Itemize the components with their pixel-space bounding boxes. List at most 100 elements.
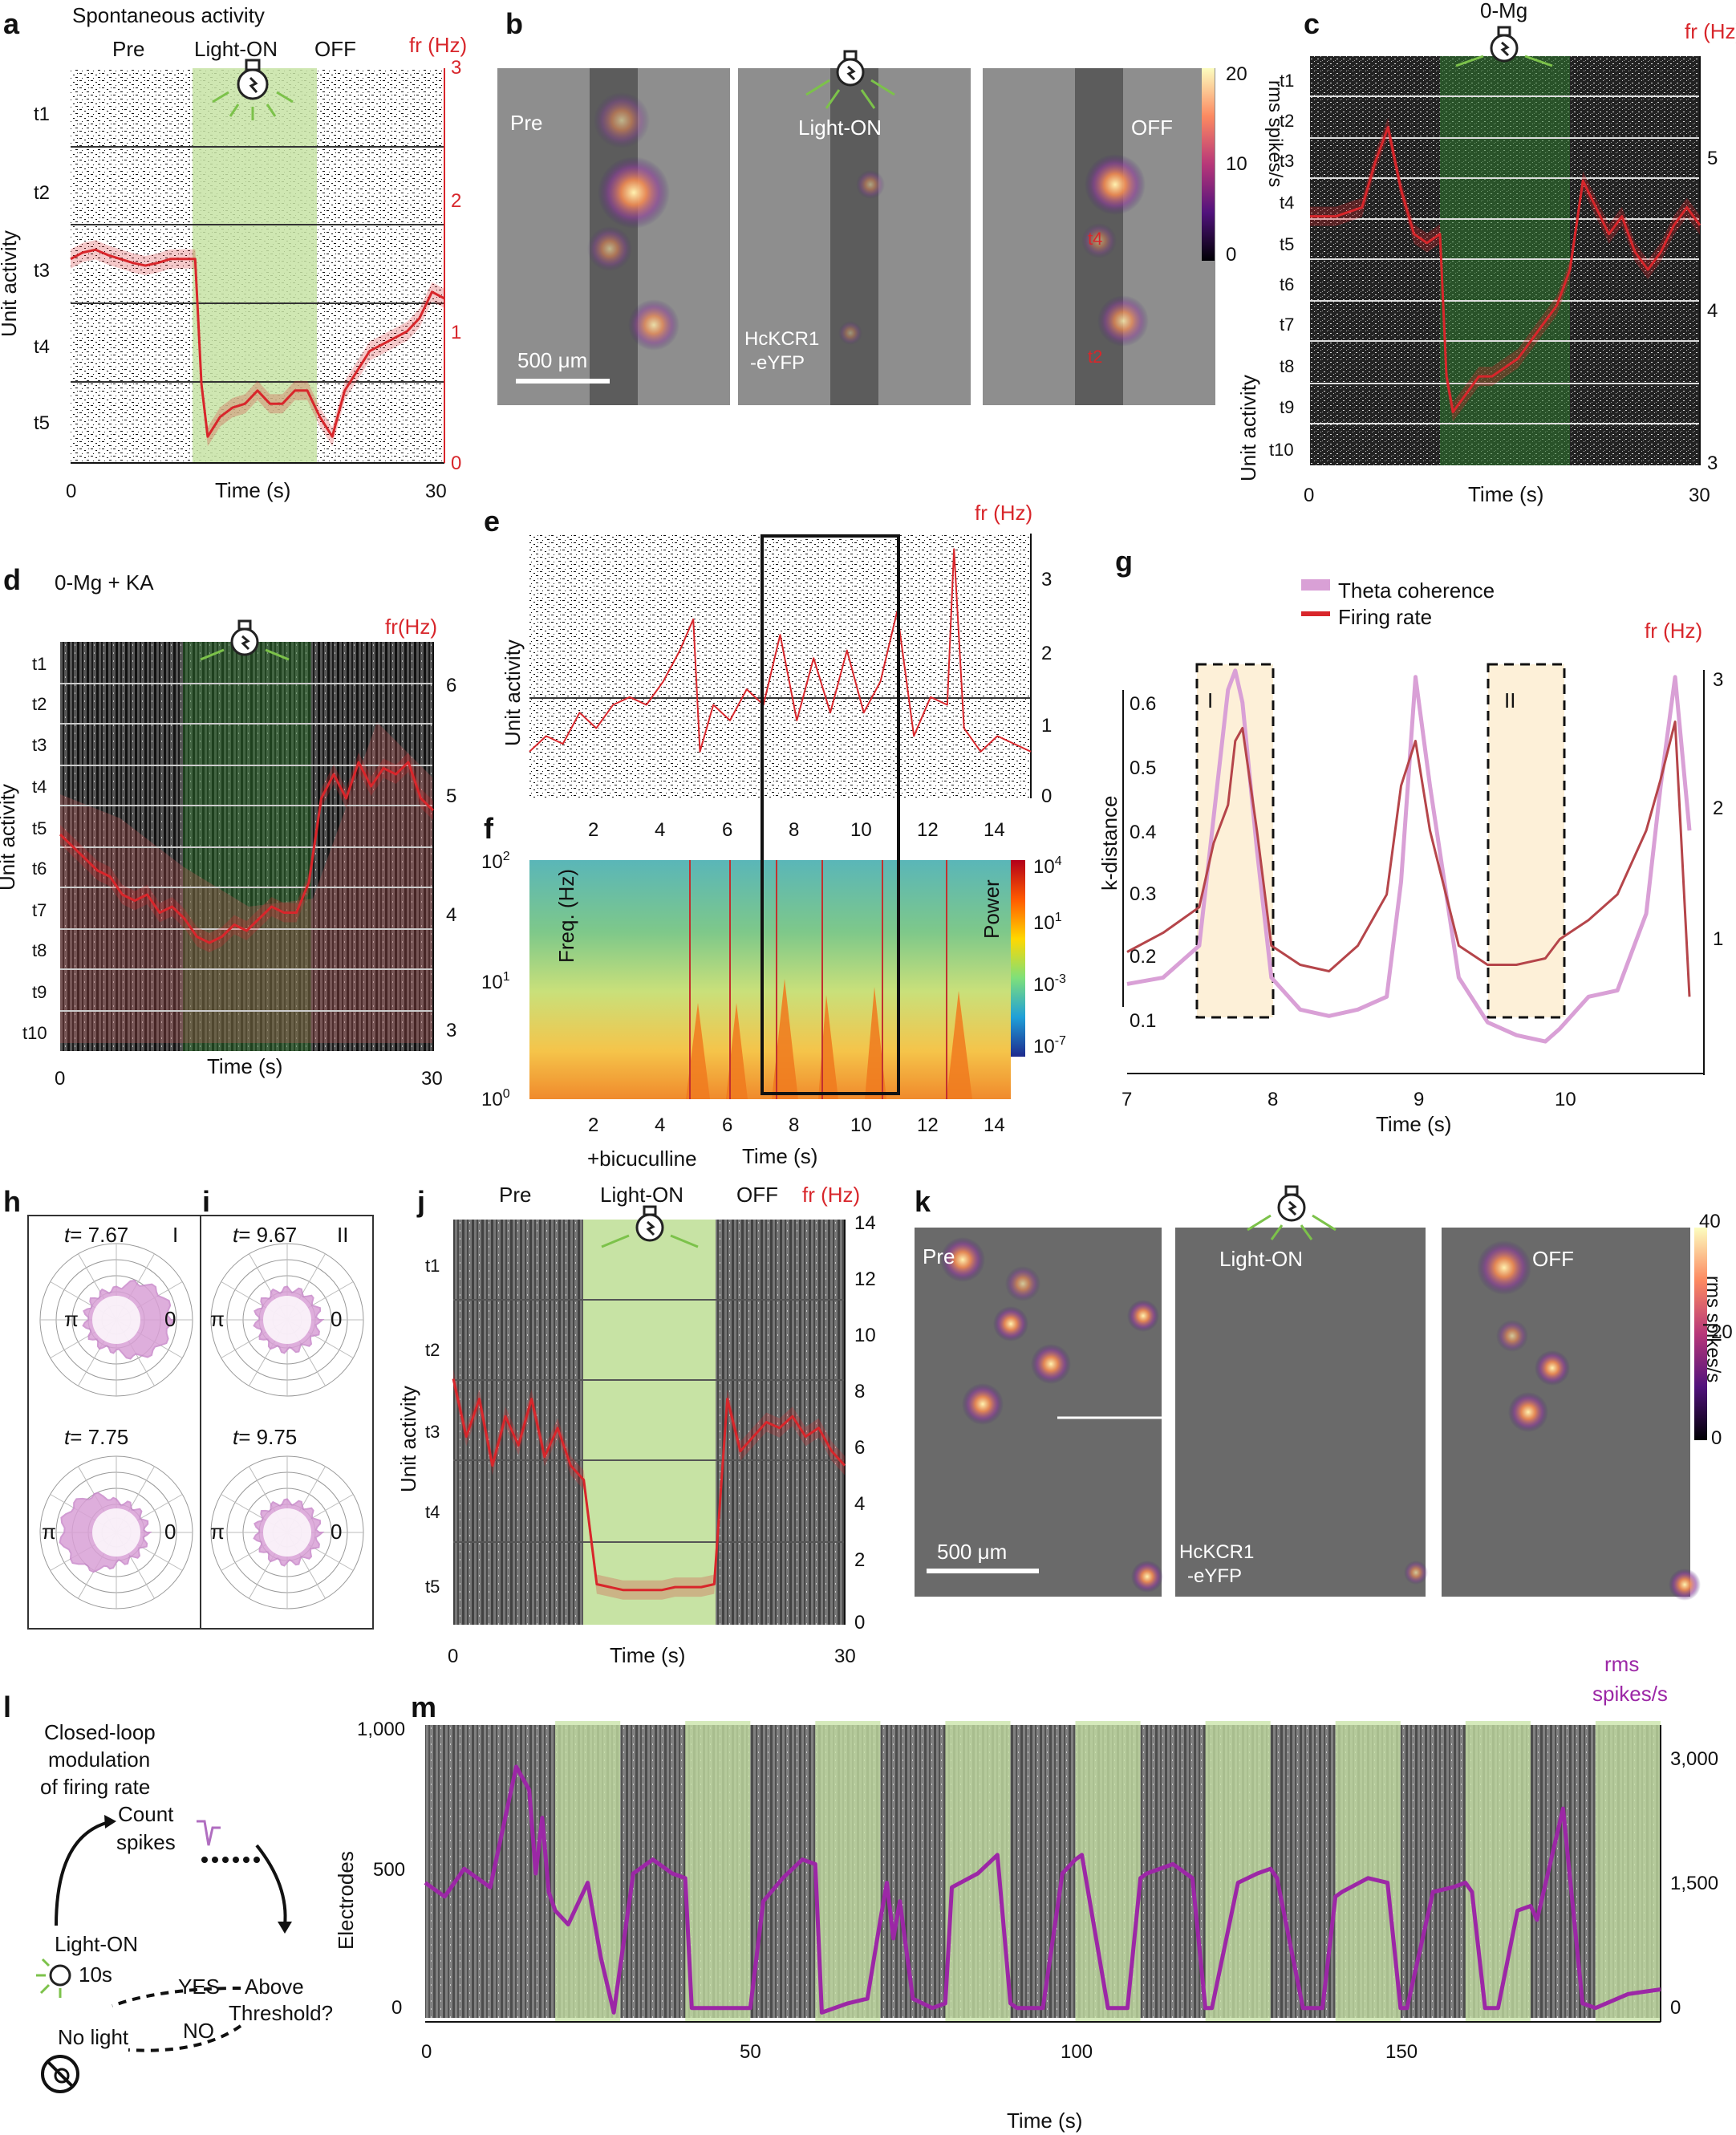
panel-c-ytick-4: 4 xyxy=(1707,300,1718,322)
panel-c-row-t5: t5 xyxy=(1280,234,1294,254)
panel-e-xtick-8: 8 xyxy=(789,819,799,841)
panel-e-raster xyxy=(529,534,1031,798)
panel-e-ytick-2: 2 xyxy=(1041,643,1052,664)
panel-b-label-off: OFF xyxy=(1131,116,1173,140)
svg-text:101: 101 xyxy=(1033,911,1062,934)
panel-m-xtick-0: 0 xyxy=(421,2041,432,2063)
panel-k-construct-2: -eYFP xyxy=(1187,1565,1242,1587)
panel-g-chart-layer xyxy=(1126,668,1692,1044)
panel-letter-c: c xyxy=(1304,7,1320,40)
panel-ef-highlight-box xyxy=(761,534,900,1095)
panel-i-t-italic: t xyxy=(233,1223,240,1247)
panel-d-ytick-4: 4 xyxy=(446,904,456,926)
spike-waveform-icon xyxy=(197,1820,221,1846)
svg-text:101: 101 xyxy=(481,970,510,993)
panel-e-chart-layer xyxy=(529,548,1032,753)
panel-letter-a: a xyxy=(3,7,20,40)
panel-j-fr-label: fr (Hz) xyxy=(802,1183,860,1207)
panel-e-ytick-0: 0 xyxy=(1041,785,1052,807)
panel-e-xtick-4: 4 xyxy=(655,819,665,841)
panel-f-cb-tick-1e-7: 10 xyxy=(1033,1036,1055,1057)
panel-d-row-t9: t9 xyxy=(32,982,47,1002)
panel-b-mark-t2: t2 xyxy=(1088,347,1102,367)
panel-k-activity-blobs xyxy=(940,1237,1701,1601)
panel-m-light-on-interval-2 xyxy=(685,1721,751,2022)
panel-b-construct-1: HcKCR1 xyxy=(744,328,819,350)
panel-j-ytick-6: 6 xyxy=(854,1437,865,1459)
panel-f-xtick-14: 14 xyxy=(984,1114,1005,1136)
panel-f-ytick-1e0: 10 xyxy=(481,1089,503,1110)
panel-g-box-I-label: I xyxy=(1207,688,1213,712)
panel-a-chart-layer xyxy=(70,240,445,447)
panel-a: a Spontaneous activity Pre Light-ON OFF … xyxy=(0,3,467,502)
panel-f-ytick-1e2: 10 xyxy=(481,851,503,873)
panel-d-row-t1: t1 xyxy=(32,654,47,674)
panel-a-phase-light-on: Light-ON xyxy=(194,37,278,61)
panel-f-xtick-6: 6 xyxy=(722,1114,732,1136)
panel-m-rtick-0: 0 xyxy=(1670,1997,1681,2019)
panel-c-row-t8: t8 xyxy=(1280,356,1294,376)
panel-hi: h i t= 7.67 I t= 7.75 t= 9.67 II t= 9.75… xyxy=(3,1185,374,1630)
panel-f-xtick-4: 4 xyxy=(655,1114,665,1136)
light-bulb-icon xyxy=(1247,1185,1336,1240)
panel-l-count-2: spikes xyxy=(116,1830,176,1854)
panel-c-row-dividers xyxy=(1310,95,1700,424)
panel-letter-i: i xyxy=(202,1185,210,1218)
panel-c-title: 0-Mg xyxy=(1480,0,1527,22)
panel-a-firing-rate-line xyxy=(70,248,445,438)
panel-f-xtick-12: 12 xyxy=(917,1114,939,1136)
panel-e: e fr (Hz) Unit activity 3 2 1 0 2 4 6 8 … xyxy=(484,501,1052,841)
panel-i-polar-top xyxy=(210,1243,364,1397)
panel-a-light-on-shading xyxy=(193,68,317,463)
panel-l-light-on: Light-ON xyxy=(55,1932,138,1956)
panel-i-pi-top: π xyxy=(210,1307,225,1331)
panel-c-row-t1: t1 xyxy=(1280,71,1294,91)
panel-b-scale-label: 500 μm xyxy=(517,348,587,372)
panel-m-light-on-interval-1 xyxy=(555,1721,621,2022)
panel-g-ytick-06: 0.6 xyxy=(1130,693,1156,715)
panel-m-ytick-1000: 1,000 xyxy=(357,1719,405,1740)
loop-arrow-up xyxy=(55,1820,113,1926)
panel-a-title: Spontaneous activity xyxy=(72,3,265,27)
panel-d-row-t7: t7 xyxy=(32,900,47,920)
panel-l-yes: YES xyxy=(178,1975,220,1999)
panel-e-fr-label: fr (Hz) xyxy=(975,501,1032,525)
panel-a-ytick-2: 2 xyxy=(451,190,461,212)
panel-c-firing-rate-line-error-band xyxy=(1310,117,1700,422)
panel-f-cb-tick-1e1: 10 xyxy=(1033,912,1055,934)
panel-a-ytick-1: 1 xyxy=(451,322,461,343)
panel-a-xtick-0: 0 xyxy=(66,481,76,502)
panel-f-cb-exp-1: 1 xyxy=(1055,911,1062,924)
panel-m-rms-line xyxy=(424,1764,1661,2015)
panel-g-box-II xyxy=(1487,663,1566,1019)
panel-l-no-light: No light xyxy=(58,2025,129,2049)
panel-f-xlabel: Time (s) xyxy=(742,1144,817,1168)
panel-g-xtick-7: 7 xyxy=(1122,1089,1132,1110)
panel-m-light-on-interval-9 xyxy=(1595,1721,1661,2022)
light-bulb-icon xyxy=(200,619,290,661)
panel-k-cb-label: rms spikes/s xyxy=(1702,1276,1724,1382)
panel-d-row-t2: t2 xyxy=(32,694,47,714)
light-bulb-icon xyxy=(212,59,294,120)
panel-i-pi-bot: π xyxy=(210,1520,225,1544)
panel-k-image-off xyxy=(1442,1228,1690,1597)
panel-g-legend-fr-swatch xyxy=(1301,611,1330,616)
panel-g-ytick-04: 0.4 xyxy=(1130,822,1156,843)
svg-text:t= 7.75: t= 7.75 xyxy=(64,1425,128,1449)
panel-j-phase-off: OFF xyxy=(736,1183,778,1207)
panel-l-title-2: modulation xyxy=(48,1747,150,1772)
panel-g-ytick-03: 0.3 xyxy=(1130,883,1156,905)
panel-d-ylabel: Unit activity xyxy=(0,784,19,891)
panel-m-xtick-150: 150 xyxy=(1385,2041,1418,2063)
panel-c-row-t3: t3 xyxy=(1280,151,1294,171)
panel-g-xtick-9: 9 xyxy=(1414,1089,1424,1110)
panel-j-xtick-30: 30 xyxy=(834,1646,856,1667)
svg-text:100: 100 xyxy=(481,1087,510,1110)
panel-c-row-t9: t9 xyxy=(1280,397,1294,417)
panel-g-xlabel: Time (s) xyxy=(1376,1112,1451,1136)
panel-d-fr-label: fr(Hz) xyxy=(385,615,437,639)
panel-letter-b: b xyxy=(505,7,523,40)
panel-d-row-t6: t6 xyxy=(32,858,47,879)
panel-a-fr-label: fr (Hz) xyxy=(409,33,467,57)
panel-m-xtick-50: 50 xyxy=(740,2041,761,2063)
